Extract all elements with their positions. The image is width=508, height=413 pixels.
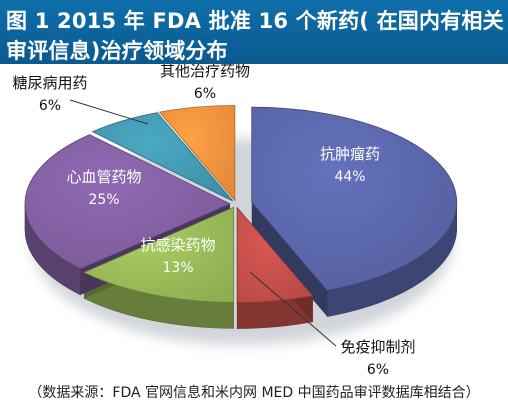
slice-value-label-2: 13% [162, 260, 193, 276]
slice-value-label-4: 6% [39, 98, 61, 114]
slice-value-label-0: 44% [334, 169, 365, 185]
data-source-note: （数据来源：FDA 官网信息和米内网 MED 中国药品审评数据库相结合） [28, 385, 480, 401]
slice-value-label-3: 25% [88, 192, 119, 208]
pie-slice-0 [251, 106, 458, 291]
chart-area: 抗肿瘤药 44% 免疫抑制剂 6% 抗感染药物 13% 心血管药物 25% 糖尿病用药 6% 其他治… [0, 64, 508, 380]
callout-line-4 [69, 99, 149, 125]
slice-label-5: 其他治疗药物 [160, 64, 250, 80]
pie-slice-2 [83, 206, 235, 303]
slice-label-4: 糖尿病用药 [12, 74, 87, 92]
slice-value-label-1: 6% [367, 362, 389, 378]
chart-title-line-1: 图 1 2015 年 FDA 批准 16 个新药( 在国内有相关 [6, 9, 504, 33]
pie-slice-1 [236, 206, 314, 303]
callout-line-1 [249, 271, 337, 347]
title-bar: 图 1 2015 年 FDA 批准 16 个新药( 在国内有相关 审评信息)治疗… [0, 0, 508, 64]
pie-slice-5 [158, 105, 236, 202]
slice-label-3: 心血管药物 [66, 168, 141, 186]
pie-slice-cut-0-1 [251, 202, 328, 317]
slice-label-1: 免疫抑制剂 [340, 338, 415, 356]
slice-label-0: 抗肿瘤药 [320, 145, 380, 163]
pie-slice-4 [91, 112, 234, 202]
slice-value-label-5: 6% [194, 86, 216, 102]
chart-title-line-2: 审评信息)治疗领域分布 [6, 39, 228, 63]
pie-slice-3 [24, 134, 231, 270]
pie-chart: 抗肿瘤药 44% 免疫抑制剂 6% 抗感染药物 13% 心血管药物 25% 糖尿病用药 6% 其他治… [12, 64, 458, 378]
slice-label-2: 抗感染药物 [140, 236, 215, 254]
